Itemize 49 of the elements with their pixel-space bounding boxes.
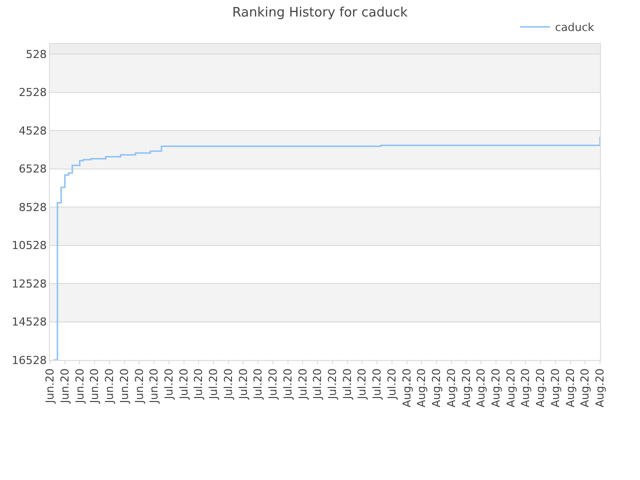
x-tick-label: Aug.20 xyxy=(578,368,592,408)
x-tick-label: Jul.20 xyxy=(311,368,324,400)
x-tick-label: Jul.20 xyxy=(340,368,354,400)
x-tick-label: Jul.20 xyxy=(192,368,206,400)
x-tick-label: Jul.20 xyxy=(356,368,369,400)
x-tick-label: Jul.20 xyxy=(162,368,176,400)
x-tick-label: Jul.20 xyxy=(177,368,190,400)
x-tick-label: Jun.20 xyxy=(58,368,72,404)
x-tick-label: Aug.20 xyxy=(594,368,607,408)
x-tick-label: Aug.20 xyxy=(534,368,548,408)
x-tick-label: Jul.20 xyxy=(222,368,235,400)
x-tick-label: Jun.20 xyxy=(88,368,102,404)
x-tick-label: Aug.20 xyxy=(504,368,518,408)
x-tick-label: Jul.20 xyxy=(252,368,265,400)
x-tick-label: Jul.20 xyxy=(236,368,250,400)
x-tick-label: Aug.20 xyxy=(444,368,458,408)
y-tick-label: 16528 xyxy=(12,354,47,367)
y-tick-label: 10528 xyxy=(12,239,47,252)
y-tick-label: 8528 xyxy=(18,200,47,214)
x-tick-label: Jun.20 xyxy=(73,368,86,404)
legend-label: caduck xyxy=(555,21,595,34)
y-tick-label: 12528 xyxy=(12,277,47,290)
x-tick-label: Jun.20 xyxy=(103,368,116,404)
x-tick-label: Aug.20 xyxy=(490,368,503,408)
x-tick-label: Aug.20 xyxy=(460,368,473,408)
x-tick-label: Aug.20 xyxy=(400,368,414,408)
y-tick-label: 6528 xyxy=(18,162,47,176)
x-tick-label: Aug.20 xyxy=(430,368,444,408)
y-tick-label: 2528 xyxy=(18,86,47,100)
chart-title: Ranking History for caduck xyxy=(232,5,408,20)
y-tick-label: 528 xyxy=(26,48,47,61)
x-tick-label: Jun.20 xyxy=(44,368,57,404)
x-tick-label: Jul.20 xyxy=(207,368,220,400)
y-tick-label: 4528 xyxy=(18,124,47,138)
x-tick-label: Aug.20 xyxy=(548,368,562,408)
x-tick-label: Jul.20 xyxy=(385,368,398,400)
x-tick-label: Jul.20 xyxy=(266,368,280,400)
x-tick-label: Jul.20 xyxy=(281,368,294,400)
x-tick-label: Aug.20 xyxy=(519,368,532,408)
x-tick-label: Jul.20 xyxy=(326,368,340,400)
x-tick-label: Jun.20 xyxy=(148,368,161,404)
x-tick-label: Jun.20 xyxy=(118,368,131,404)
x-tick-label: Jul.20 xyxy=(370,368,384,400)
x-tick-label: Aug.20 xyxy=(564,368,577,408)
x-tick-label: Jun.20 xyxy=(132,368,146,404)
x-tick-label: Aug.20 xyxy=(415,368,428,408)
y-tick-label: 14528 xyxy=(12,316,47,329)
x-tick-label: Aug.20 xyxy=(474,368,488,408)
x-tick-label: Jul.20 xyxy=(296,368,310,400)
